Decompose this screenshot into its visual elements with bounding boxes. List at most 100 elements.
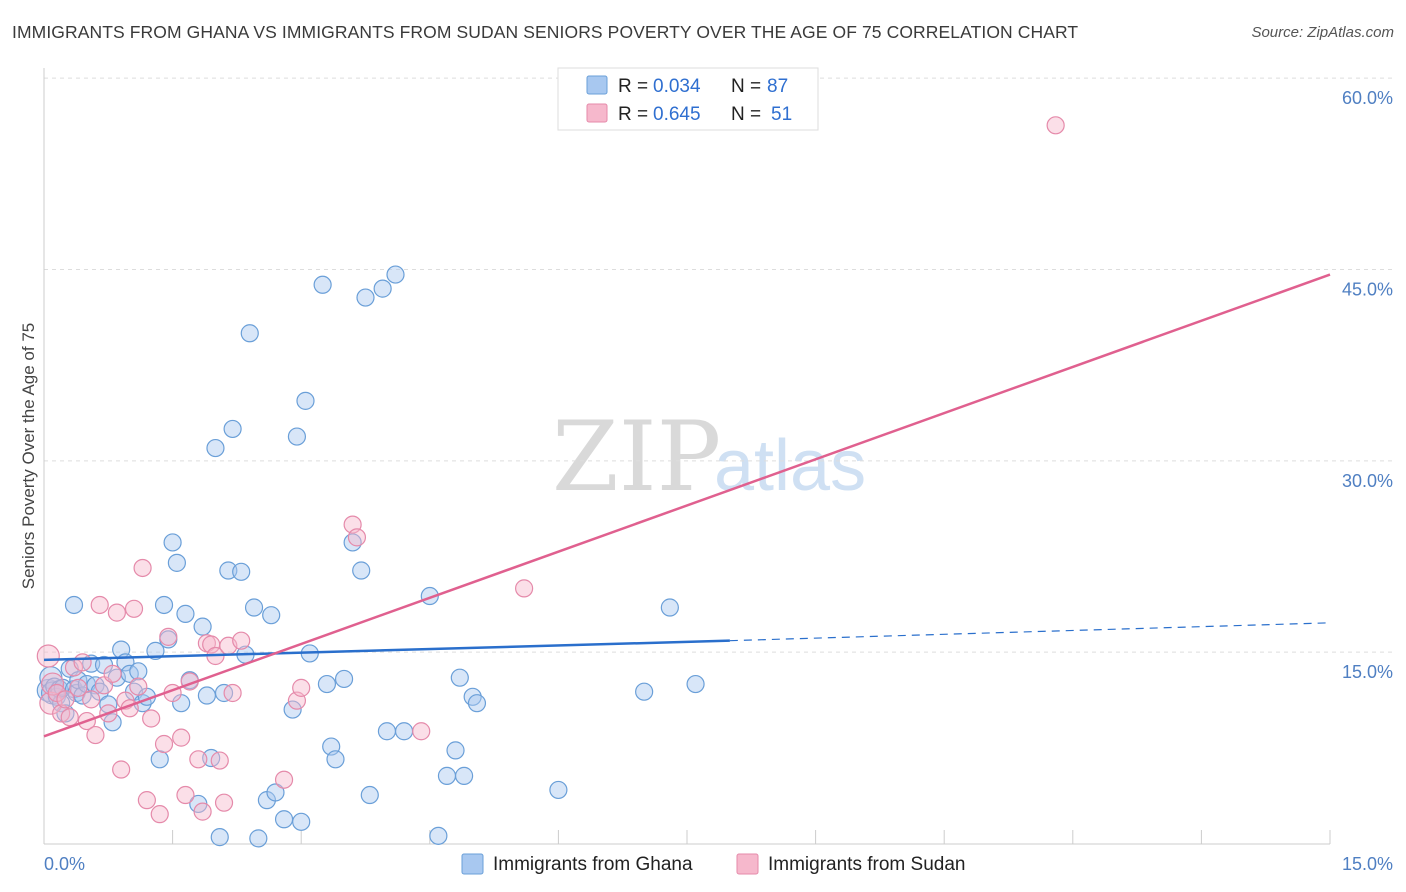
sudan-point — [193, 802, 212, 821]
sudan-point — [1046, 116, 1065, 135]
sudan-point — [107, 603, 126, 622]
sudan-point — [40, 672, 65, 696]
legend-stats: R = 0.034 N = 87 R = 0.645 N = 51 — [557, 67, 819, 131]
ghana-trendline — [43, 639, 730, 662]
sudan-point — [56, 690, 75, 709]
sudan-point — [112, 760, 131, 779]
ghana-trendline-extension — [729, 622, 1331, 642]
ghana-point — [326, 750, 345, 769]
ghana-point — [356, 288, 375, 307]
y-tick-label: 15.0% — [1342, 662, 1393, 682]
legend-n-label-sudan: N = — [731, 104, 761, 125]
legend-swatch-ghana — [586, 75, 608, 95]
ghana-point — [167, 553, 186, 572]
legend-series-label-ghana: Immigrants from Ghana — [493, 854, 693, 875]
source-credit: Source: ZipAtlas.com — [1251, 24, 1394, 41]
legend-series-swatch-ghana — [461, 853, 484, 875]
y-tick-label: 45.0% — [1342, 279, 1393, 299]
ghana-point — [223, 419, 242, 439]
trendlines — [43, 273, 1331, 738]
ghana-point — [249, 829, 268, 848]
y-tick-label: 30.0% — [1342, 471, 1393, 491]
sudan-point — [232, 631, 251, 650]
sudan-point — [515, 579, 534, 598]
sudan-point — [133, 558, 152, 578]
sudan-point — [124, 599, 144, 618]
sudan-point — [154, 734, 174, 754]
ghana-point — [334, 669, 354, 689]
x-tick-marks — [172, 830, 1331, 844]
sudan-point — [347, 528, 367, 547]
y-tick-label: 60.0% — [1342, 88, 1393, 108]
sudan-point — [210, 751, 229, 770]
sudan-point — [36, 644, 60, 668]
sudan-point — [137, 791, 156, 810]
sudan-point — [292, 678, 311, 697]
ghana-point — [446, 741, 465, 760]
sudan-point — [223, 683, 242, 703]
legend-r-value-sudan: 0.645 — [653, 104, 701, 125]
ghana-point — [232, 562, 251, 581]
ghana-point — [317, 674, 337, 694]
ghana-point — [283, 700, 302, 719]
sudan-point — [274, 770, 294, 789]
ghana-point — [197, 686, 216, 705]
sudan-point — [82, 690, 101, 709]
watermark-zip: ZIP — [552, 401, 721, 513]
ghana-point — [360, 785, 379, 805]
ghana-point — [549, 780, 568, 800]
ghana-point — [313, 275, 332, 294]
ghana-point — [660, 598, 679, 617]
y-axis-title: Seniors Poverty Over the Age of 75 — [19, 323, 38, 589]
ghana-point — [274, 810, 294, 829]
sudan-point — [73, 653, 92, 672]
legend-r-label-sudan: R = — [618, 104, 648, 125]
ghana-point — [219, 561, 238, 580]
sudan-point — [129, 677, 148, 696]
ghana-point — [154, 595, 174, 615]
y-tick-labels: 15.0% 30.0% 45.0% 60.0% — [1342, 88, 1393, 682]
ghana-point — [64, 595, 84, 615]
sudan-point — [159, 627, 178, 646]
ghana-point — [206, 438, 225, 458]
chart-title: IMMIGRANTS FROM GHANA VS IMMIGRANTS FROM… — [12, 22, 1079, 42]
ghana-point — [129, 662, 148, 681]
legend-n-value-ghana: 87 — [767, 76, 788, 97]
x-tick-label-max: 15.0% — [1342, 854, 1393, 874]
legend-series-label-sudan: Immigrants from Sudan — [768, 854, 965, 875]
sudan-points — [36, 116, 1065, 824]
sudan-point — [172, 728, 191, 747]
x-tick-label-min: 0.0% — [44, 854, 85, 874]
sudan-point — [142, 709, 161, 728]
ghana-point — [377, 722, 397, 741]
sudan-trendline — [43, 273, 1331, 738]
ghana-point — [635, 682, 654, 701]
sudan-point — [150, 805, 169, 824]
legend-n-label-ghana: N = — [731, 76, 761, 97]
legend-r-label-ghana: R = — [618, 76, 648, 97]
sudan-point — [69, 678, 88, 697]
legend-n-value-sudan: 51 — [771, 104, 792, 125]
ghana-point — [176, 604, 195, 623]
ghana-point — [210, 828, 229, 847]
ghana-point — [240, 324, 259, 343]
ghana-point — [467, 694, 487, 713]
ghana-point — [296, 391, 315, 410]
ghana-point — [103, 713, 122, 732]
ghana-point — [262, 606, 281, 625]
ghana-point — [150, 750, 169, 769]
ghana-point — [292, 812, 311, 831]
sudan-point — [412, 722, 431, 741]
sudan-point — [86, 725, 105, 745]
ghana-point — [193, 617, 212, 636]
watermark-atlas: atlas — [714, 426, 866, 506]
ghana-point — [394, 722, 414, 741]
sudan-point — [103, 664, 122, 683]
ghana-point — [163, 533, 182, 552]
sudan-point — [189, 750, 208, 769]
sudan-point — [176, 785, 195, 805]
sudan-point — [60, 708, 79, 727]
ghana-point — [686, 674, 705, 694]
ghana-points — [36, 265, 705, 848]
